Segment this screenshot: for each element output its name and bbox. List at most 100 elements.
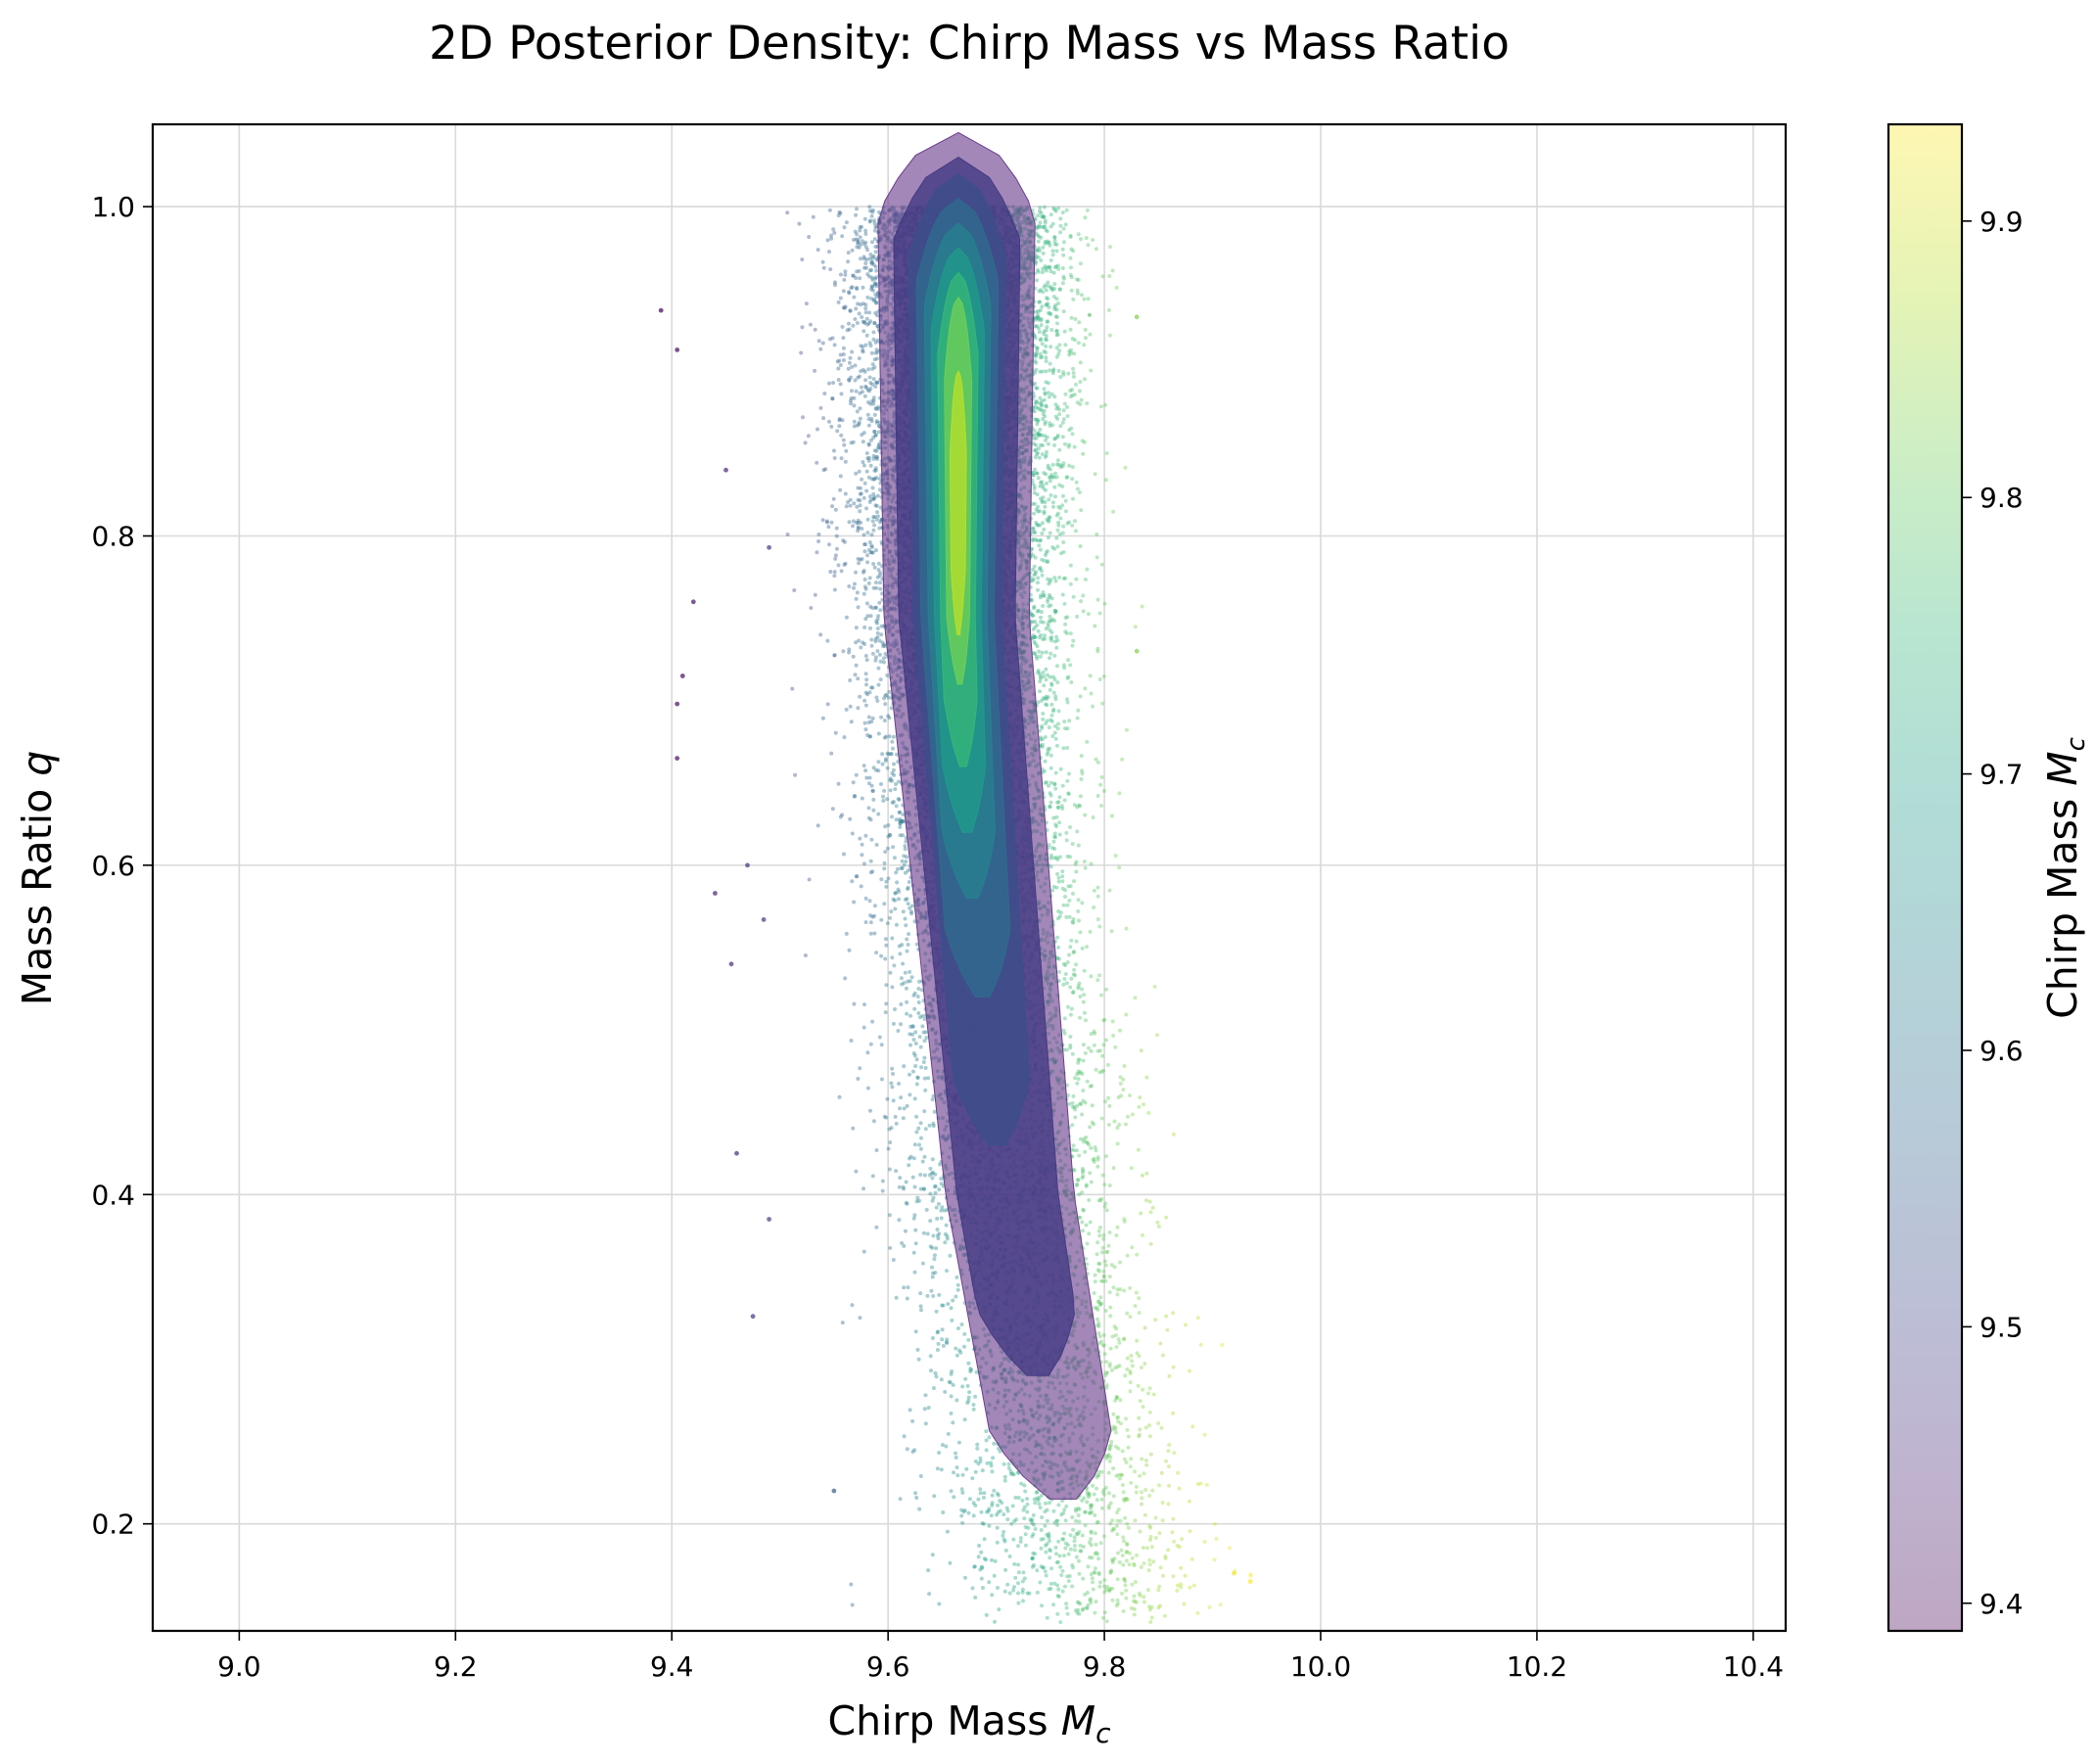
scatter-point	[1047, 442, 1050, 446]
scatter-point	[902, 909, 906, 913]
scatter-point	[865, 1050, 869, 1054]
scatter-point	[1160, 1426, 1164, 1430]
scatter-point	[856, 706, 860, 710]
scatter-point	[1042, 1537, 1046, 1541]
scatter-point	[973, 1395, 977, 1399]
scatter-point	[1122, 1539, 1126, 1543]
scatter-point	[975, 1443, 979, 1447]
scatter-point	[976, 1498, 980, 1502]
scatter-point	[1064, 915, 1068, 919]
scatter-point	[1048, 362, 1052, 366]
scatter-point	[1061, 1590, 1065, 1594]
scatter-point	[879, 918, 883, 922]
scatter-point	[964, 1467, 968, 1471]
scatter-point	[1172, 1133, 1176, 1137]
scatter-point	[869, 838, 873, 842]
scatter-point	[801, 325, 805, 329]
scatter-point	[1034, 1527, 1038, 1531]
scatter-point	[863, 378, 867, 382]
scatter-point	[1051, 253, 1055, 256]
scatter-point	[1054, 580, 1058, 583]
scatter-point	[821, 260, 825, 264]
scatter-point	[1020, 1499, 1024, 1503]
scatter-point	[1096, 886, 1100, 890]
scatter-point	[1098, 1262, 1102, 1266]
scatter-point	[1072, 879, 1076, 883]
scatter-point	[1048, 688, 1052, 692]
scatter-point	[898, 798, 902, 802]
scatter-point	[1041, 342, 1045, 346]
scatter-point	[835, 534, 839, 538]
scatter-point	[1091, 238, 1095, 242]
scatter-point	[1133, 1612, 1137, 1616]
scatter-point	[827, 420, 831, 424]
scatter-point	[1041, 452, 1045, 456]
scatter-point	[892, 1098, 896, 1102]
scatter-point	[904, 917, 908, 921]
scatter-point	[871, 492, 875, 496]
scatter-point	[1069, 265, 1073, 269]
scatter-point	[884, 983, 888, 987]
scatter-point	[1100, 274, 1104, 278]
scatter-point	[1124, 1416, 1128, 1420]
scatter-point	[1117, 791, 1121, 795]
scatter-point	[1072, 1094, 1076, 1098]
scatter-point	[1049, 864, 1053, 868]
scatter-point	[882, 789, 886, 793]
scatter-point	[1097, 1233, 1101, 1237]
scatter-point	[860, 527, 863, 531]
scatter-point	[1042, 528, 1046, 532]
scatter-point	[908, 1408, 912, 1412]
scatter-point	[1074, 962, 1078, 966]
scatter-point	[936, 1348, 940, 1352]
scatter-point	[1059, 1573, 1063, 1577]
scatter-point	[914, 1042, 918, 1045]
scatter-point	[1057, 880, 1061, 884]
scatter-point	[1043, 633, 1047, 637]
scatter-point	[865, 317, 869, 321]
scatter-point	[1108, 1184, 1112, 1187]
scatter-point	[880, 1043, 884, 1046]
scatter-point	[1129, 1464, 1133, 1468]
scatter-point	[899, 1497, 903, 1501]
scatter-point	[1118, 1261, 1122, 1265]
scatter-point	[972, 1408, 976, 1412]
scatter-point	[940, 1377, 944, 1381]
scatter-point	[938, 1163, 942, 1167]
scatter-point	[1131, 1113, 1135, 1117]
scatter-point	[867, 720, 871, 724]
scatter-point	[1022, 1516, 1026, 1520]
scatter-point	[862, 699, 866, 703]
scatter-point	[1125, 1558, 1129, 1562]
scatter-point	[828, 267, 832, 271]
scatter-point	[1114, 854, 1118, 858]
scatter-point	[1141, 1102, 1145, 1106]
scatter-point	[866, 518, 870, 522]
scatter-point	[1071, 497, 1075, 501]
scatter-point	[996, 1541, 1000, 1545]
scatter-point	[1057, 448, 1061, 452]
scatter-point	[1125, 1551, 1129, 1555]
scatter-point	[980, 1577, 984, 1581]
scatter-point	[1096, 598, 1100, 602]
scatter-point	[1161, 1574, 1165, 1578]
scatter-point	[863, 217, 867, 221]
scatter-point	[1054, 771, 1058, 775]
scatter-point	[990, 1469, 994, 1473]
scatter-point	[1104, 1039, 1108, 1043]
scatter-point	[807, 434, 811, 438]
scatter-point	[1128, 1286, 1132, 1290]
scatter-point	[886, 766, 890, 770]
scatter-point	[997, 1607, 1001, 1611]
scatter-point	[1137, 1148, 1141, 1152]
scatter-point	[1055, 936, 1059, 940]
scatter-point	[887, 876, 891, 880]
scatter-point	[1082, 343, 1086, 347]
scatter-point	[1055, 680, 1059, 684]
scatter-point	[1101, 1270, 1105, 1274]
scatter-point	[1100, 1507, 1104, 1510]
scatter-point	[1068, 915, 1072, 919]
scatter-point	[1095, 1318, 1099, 1322]
scatter-point	[835, 527, 839, 531]
scatter-point	[1067, 1579, 1071, 1583]
